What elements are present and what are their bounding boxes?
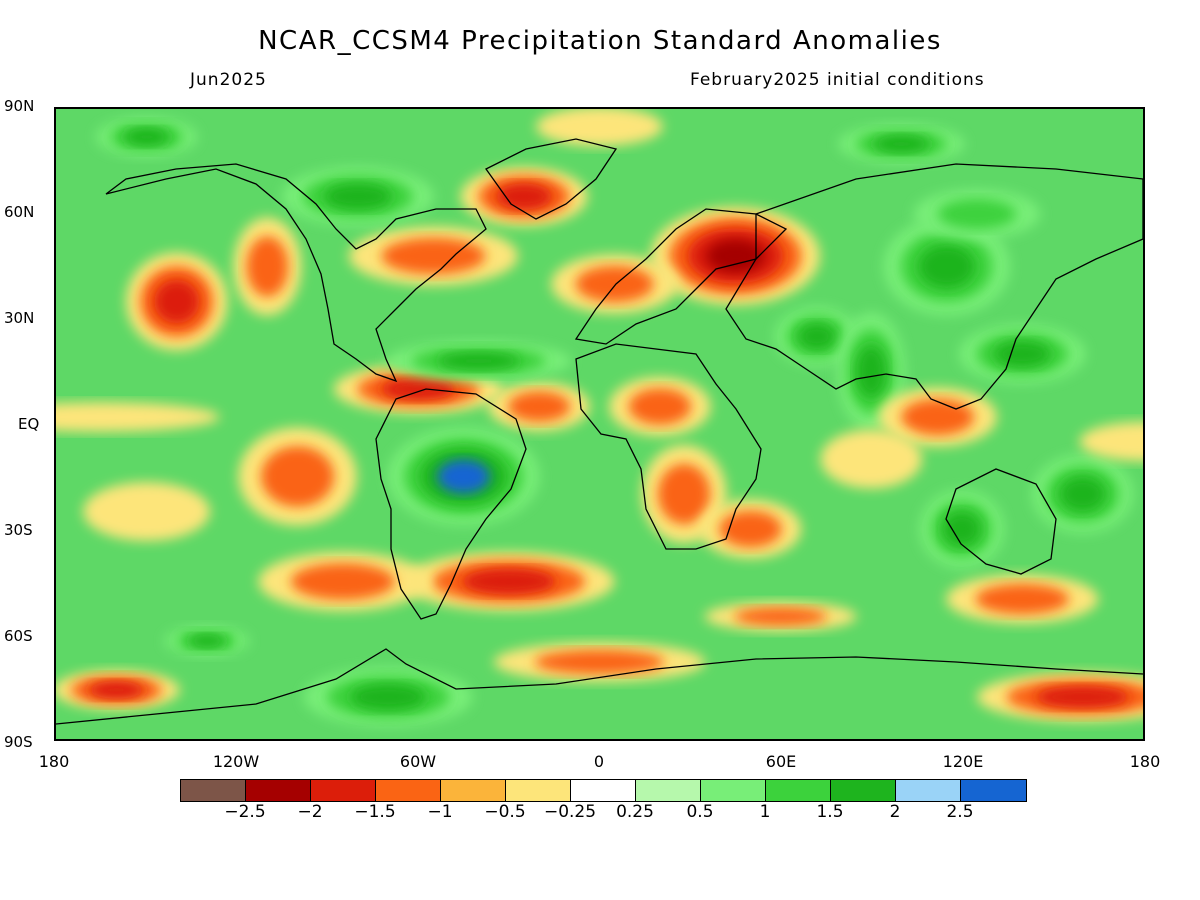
anomaly-blob xyxy=(534,649,665,675)
lat-label-30s: 30S xyxy=(4,521,33,539)
anomaly-blob xyxy=(820,429,922,489)
anomaly-blob xyxy=(943,511,981,547)
anomaly-blob xyxy=(437,459,491,494)
legend-swatch xyxy=(961,780,1026,801)
coastline-north-america xyxy=(105,163,487,383)
init-conditions-label: February2025 initial conditions xyxy=(690,70,985,90)
anomaly-blob xyxy=(719,510,782,548)
legend-swatch xyxy=(376,780,441,801)
legend-swatch xyxy=(896,780,961,801)
color-legend xyxy=(180,779,1027,802)
legend-swatch xyxy=(311,780,376,801)
anomaly-field xyxy=(56,109,1143,727)
legend-swatch xyxy=(636,780,701,801)
anomaly-blob xyxy=(901,398,975,436)
coastline-africa xyxy=(575,343,762,550)
anomaly-blob xyxy=(246,236,289,297)
anomaly-blob xyxy=(324,183,392,210)
legend-label: 1.5 xyxy=(816,802,844,822)
lon-label-180e: 180 xyxy=(1129,752,1161,771)
coastlines xyxy=(56,138,1143,725)
coastline-antarctica xyxy=(56,648,1143,725)
anomaly-blob xyxy=(937,198,1016,230)
anomaly-blob xyxy=(437,352,521,370)
lon-label-120e: 120E xyxy=(942,752,984,771)
legend-label: −2.5 xyxy=(224,802,266,822)
lon-label-60w: 60W xyxy=(399,752,437,771)
anomaly-blob xyxy=(536,109,663,147)
legend-label: −2 xyxy=(297,802,323,822)
coastline-europe xyxy=(574,208,788,345)
lat-label-60s: 60S xyxy=(4,627,33,645)
anomaly-blob xyxy=(918,244,975,289)
anomaly-blob xyxy=(1035,686,1130,708)
lon-label-0: 0 xyxy=(593,752,605,771)
anomaly-blob xyxy=(381,237,486,275)
anomaly-blob xyxy=(88,681,145,699)
legend-label: 2 xyxy=(889,802,901,822)
lat-label-30n: 30N xyxy=(4,309,35,327)
anomaly-blob xyxy=(873,135,930,153)
legend-swatch xyxy=(181,780,246,801)
anomaly-blob xyxy=(798,323,836,350)
legend-label: 1 xyxy=(759,802,771,822)
legend-swatch xyxy=(701,780,766,801)
legend-label: −0.25 xyxy=(543,802,597,822)
anomaly-blob xyxy=(154,279,200,324)
anomaly-blob xyxy=(380,378,456,400)
anomaly-blob xyxy=(290,563,395,600)
coastline-australia xyxy=(945,468,1057,575)
anomaly-blob xyxy=(975,583,1070,615)
anomaly-blob xyxy=(575,265,654,303)
legend-label: −1.5 xyxy=(354,802,396,822)
anomaly-blobs xyxy=(56,109,1143,727)
coastline-asia xyxy=(725,163,1143,410)
legend-swatch xyxy=(506,780,571,801)
legend-swatch xyxy=(246,780,311,801)
anomaly-blob xyxy=(507,391,571,422)
legend-label: −1 xyxy=(427,802,453,822)
anomaly-blob xyxy=(83,482,210,541)
anomaly-blob xyxy=(495,183,553,210)
anomaly-blob xyxy=(56,402,220,432)
anomaly-blob xyxy=(188,634,226,648)
lat-label-90n: 90N xyxy=(4,97,35,115)
legend-swatch xyxy=(831,780,896,801)
coastline-greenland xyxy=(485,138,618,220)
lon-label-120w: 120W xyxy=(212,752,260,771)
anomaly-blob xyxy=(461,568,556,595)
lat-label-eq: EQ xyxy=(18,415,40,433)
anomaly-blob xyxy=(350,683,426,711)
anomaly-blob xyxy=(658,463,711,525)
anomaly-blob xyxy=(628,388,692,425)
legend-label: −0.5 xyxy=(484,802,526,822)
lat-label-90s: 90S xyxy=(4,733,33,751)
legend-label: 2.5 xyxy=(946,802,974,822)
legend-swatch xyxy=(571,780,636,801)
anomaly-map xyxy=(54,107,1145,741)
lon-label-60e: 60E xyxy=(765,752,797,771)
legend-label: 0.5 xyxy=(686,802,714,822)
legend-swatch xyxy=(441,780,506,801)
anomaly-blob xyxy=(733,607,828,626)
anomaly-blob xyxy=(856,345,887,398)
valid-month-label: Jun2025 xyxy=(190,70,267,90)
anomaly-blob xyxy=(124,128,170,146)
legend-label: 0.25 xyxy=(616,802,654,822)
lon-label-180w: 180 xyxy=(38,752,70,771)
legend-swatch xyxy=(766,780,831,801)
anomaly-blob xyxy=(1079,421,1143,462)
coastline-south-america xyxy=(375,388,527,620)
anomaly-blob xyxy=(705,238,765,274)
map-title: NCAR_CCSM4 Precipitation Standard Anomal… xyxy=(258,26,942,56)
lat-label-60n: 60N xyxy=(4,203,35,221)
anomaly-blob xyxy=(1060,476,1106,512)
anomaly-blob xyxy=(994,340,1051,368)
anomaly-blob xyxy=(261,446,334,507)
